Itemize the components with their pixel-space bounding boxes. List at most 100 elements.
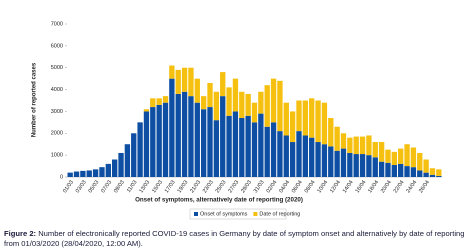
bar bbox=[80, 170, 86, 177]
bar bbox=[296, 100, 302, 132]
chart: Onset of symptoms, alternatively date of… bbox=[32, 21, 442, 220]
bar bbox=[436, 175, 442, 177]
bar bbox=[366, 155, 372, 177]
y-tick-label: 3000 bbox=[51, 109, 63, 115]
bar bbox=[232, 111, 239, 177]
bar bbox=[137, 122, 143, 177]
bar bbox=[232, 78, 239, 112]
bar bbox=[309, 98, 315, 138]
x-tick-label: 03/03 bbox=[75, 180, 88, 195]
x-tick-label: 11/03 bbox=[126, 180, 139, 194]
bar bbox=[328, 117, 334, 147]
x-tick-label: 15/03 bbox=[151, 180, 164, 195]
bar bbox=[131, 133, 137, 177]
bar bbox=[385, 149, 391, 163]
bar bbox=[398, 163, 404, 177]
bar bbox=[124, 144, 131, 177]
x-tick-label: 09/03 bbox=[113, 180, 126, 195]
bar bbox=[175, 93, 181, 177]
bar bbox=[226, 87, 232, 116]
bar bbox=[410, 167, 417, 177]
bar bbox=[181, 67, 188, 92]
y-tick-label: 0 bbox=[60, 174, 63, 180]
bar bbox=[321, 144, 328, 177]
y-tick-label: 5000 bbox=[51, 65, 63, 71]
bar bbox=[150, 98, 156, 108]
bar bbox=[429, 174, 436, 177]
bar bbox=[404, 144, 410, 167]
x-tick-label: 10/04 bbox=[316, 180, 329, 195]
bar bbox=[112, 159, 118, 177]
bar bbox=[347, 137, 353, 153]
x-tick-label: 27/03 bbox=[227, 180, 240, 195]
legend-label: Onset of symptoms bbox=[200, 211, 248, 217]
bar bbox=[143, 109, 150, 112]
x-tick-label: 12/04 bbox=[329, 180, 342, 195]
bar bbox=[277, 80, 283, 132]
x-tick-label: 05/03 bbox=[88, 180, 101, 195]
legend-swatch bbox=[194, 212, 198, 216]
bar bbox=[220, 96, 226, 177]
bar bbox=[194, 102, 200, 177]
bar bbox=[283, 135, 289, 177]
bar bbox=[200, 109, 207, 177]
x-axis-label: Onset of symptoms, alternatively date of… bbox=[135, 197, 303, 204]
bar bbox=[410, 147, 417, 168]
bar bbox=[245, 115, 251, 177]
bar bbox=[213, 120, 220, 177]
bar bbox=[239, 117, 245, 177]
bar bbox=[378, 161, 385, 177]
x-tick-label: 21/03 bbox=[189, 180, 202, 195]
x-tick-label: 17/03 bbox=[164, 180, 177, 195]
x-tick-label: 26/04 bbox=[418, 180, 431, 195]
bar bbox=[423, 159, 429, 173]
bar bbox=[270, 122, 277, 177]
bar bbox=[162, 102, 169, 177]
bar bbox=[73, 171, 80, 177]
bar bbox=[429, 168, 436, 175]
bar bbox=[239, 91, 245, 118]
bar bbox=[372, 142, 378, 158]
bar bbox=[245, 93, 251, 116]
x-tick-label: 13/03 bbox=[138, 180, 151, 195]
bar bbox=[181, 91, 188, 177]
bar bbox=[67, 172, 73, 177]
bar bbox=[258, 91, 264, 114]
bar bbox=[321, 102, 328, 145]
bar bbox=[340, 148, 347, 177]
bar bbox=[423, 172, 429, 177]
bar bbox=[105, 163, 111, 177]
bar bbox=[156, 98, 162, 105]
bar bbox=[315, 142, 321, 177]
bar bbox=[334, 126, 340, 151]
x-tick-label: 24/04 bbox=[405, 180, 418, 195]
bar bbox=[162, 96, 169, 103]
bar bbox=[169, 78, 175, 177]
y-tick-label: 4000 bbox=[51, 87, 63, 93]
x-tick-label: 31/03 bbox=[253, 180, 266, 195]
x-tick-label: 29/03 bbox=[240, 180, 253, 195]
bar bbox=[296, 131, 302, 177]
bar bbox=[391, 164, 397, 177]
y-tick-label: 2000 bbox=[51, 131, 63, 137]
bar bbox=[264, 126, 270, 177]
bar bbox=[92, 169, 99, 177]
bar bbox=[302, 135, 309, 177]
x-tick-label: 18/04 bbox=[367, 180, 380, 195]
y-tick-label: 6000 bbox=[51, 43, 63, 49]
y-tick-label: 7000 bbox=[51, 21, 63, 27]
y-tick-label: 1000 bbox=[51, 153, 63, 159]
bar bbox=[366, 135, 372, 156]
caption: Figure 2: Number of electronically repor… bbox=[4, 229, 470, 249]
bar bbox=[391, 151, 397, 165]
bar bbox=[99, 167, 105, 177]
bar bbox=[220, 72, 226, 97]
bar bbox=[436, 169, 442, 176]
bar bbox=[359, 154, 366, 177]
legend-box bbox=[189, 208, 287, 220]
bar bbox=[340, 133, 347, 149]
bar bbox=[289, 142, 296, 177]
bar bbox=[359, 136, 366, 155]
bar bbox=[207, 107, 213, 177]
bar bbox=[175, 69, 181, 94]
